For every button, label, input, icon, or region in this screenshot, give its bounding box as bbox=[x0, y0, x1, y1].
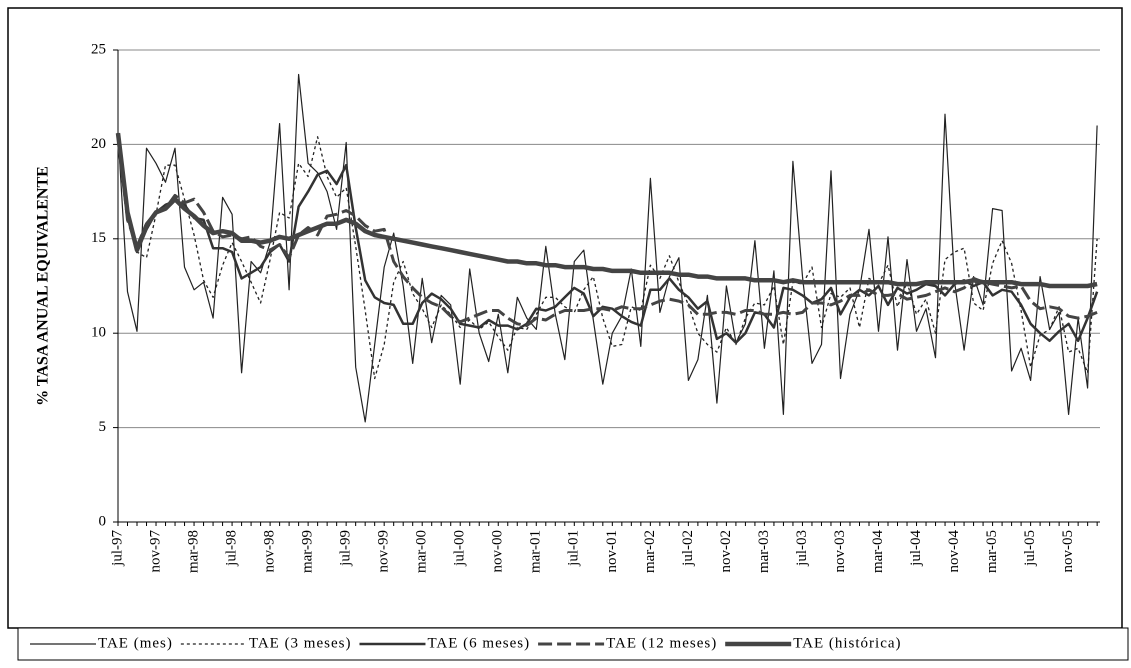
x-tick-label: jul-97 bbox=[109, 530, 125, 567]
x-tick-label: mar-03 bbox=[756, 530, 772, 573]
legend-label: TAE (12 meses) bbox=[606, 635, 717, 651]
series-line bbox=[116, 132, 1099, 344]
y-tick-label: 20 bbox=[91, 136, 106, 152]
x-tick-label: jul-99 bbox=[338, 530, 354, 567]
legend-box bbox=[17, 627, 1129, 661]
y-tick-label: 25 bbox=[91, 41, 106, 57]
legend-label: TAE (3 meses) bbox=[249, 635, 352, 651]
x-tick-label: nov-05 bbox=[1060, 530, 1076, 573]
x-tick-label: nov-02 bbox=[718, 530, 734, 573]
x-tick-label: jul-01 bbox=[566, 530, 582, 567]
x-tick-label: jul-02 bbox=[680, 530, 696, 567]
x-tick-label: jul-98 bbox=[224, 530, 240, 567]
x-tick-label: nov-04 bbox=[946, 530, 962, 573]
x-tick-label: nov-99 bbox=[376, 530, 392, 573]
legend-label: TAE (6 meses) bbox=[427, 635, 530, 651]
x-tick-label: jul-05 bbox=[1022, 530, 1038, 567]
x-tick-label: jul-04 bbox=[908, 530, 924, 567]
x-tick-label: mar-02 bbox=[642, 530, 658, 573]
legend-label: TAE (histórica) bbox=[793, 635, 901, 651]
x-tick-label: nov-98 bbox=[262, 530, 278, 573]
x-tick-label: nov-01 bbox=[604, 530, 620, 573]
legend-label: TAE (mes) bbox=[98, 635, 173, 651]
x-tick-label: nov-97 bbox=[147, 530, 163, 573]
series-line bbox=[115, 132, 1098, 289]
x-tick-label: mar-05 bbox=[984, 530, 1000, 573]
x-tick-label: mar-98 bbox=[185, 530, 201, 573]
x-tick-label: jul-00 bbox=[452, 530, 468, 567]
series-line bbox=[116, 132, 1098, 328]
y-tick-label: 5 bbox=[99, 419, 107, 435]
y-tick-label: 15 bbox=[91, 230, 106, 246]
x-tick-label: mar-04 bbox=[870, 530, 886, 574]
x-tick-label: mar-01 bbox=[528, 530, 544, 573]
series-line bbox=[117, 133, 1098, 380]
x-tick-label: jul-03 bbox=[794, 530, 810, 567]
y-axis-label: % TASA ANUAL EQUIVALENTE bbox=[35, 166, 52, 406]
series-line bbox=[117, 73, 1098, 423]
x-tick-label: mar-00 bbox=[414, 530, 430, 573]
y-tick-label: 10 bbox=[91, 325, 106, 341]
y-tick-label: 0 bbox=[99, 513, 107, 529]
x-tick-label: mar-99 bbox=[300, 530, 316, 573]
x-tick-label: nov-03 bbox=[832, 530, 848, 573]
x-tick-label: nov-00 bbox=[490, 530, 506, 573]
